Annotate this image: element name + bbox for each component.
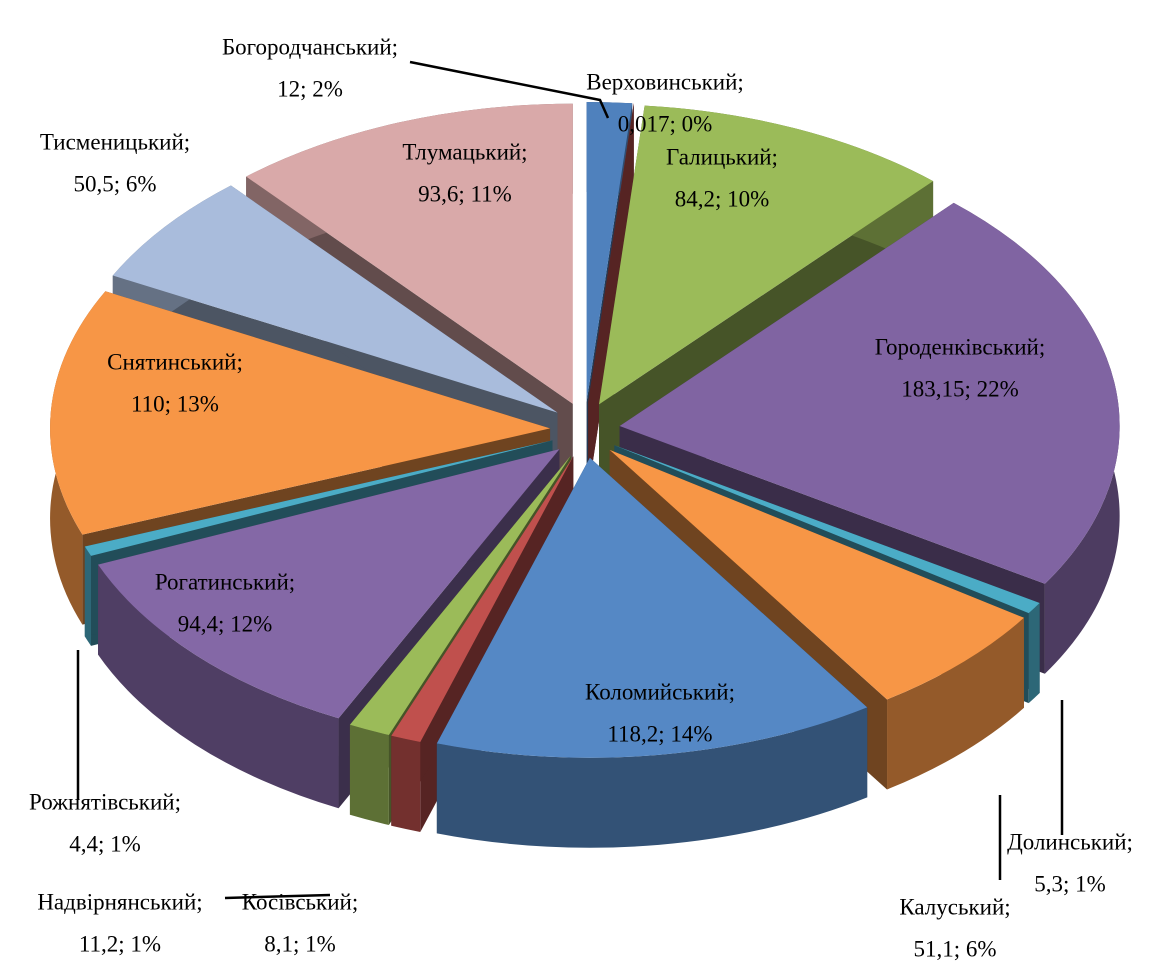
category-label: Верховинський;	[586, 69, 744, 94]
value-label: 8,1; 1%	[264, 931, 336, 956]
slice-side	[588, 103, 634, 493]
value-label: 11,2; 1%	[79, 931, 161, 956]
value-label: 93,6; 11%	[418, 181, 512, 206]
value-label: 110; 13%	[131, 391, 219, 416]
category-label: Косівський;	[242, 889, 358, 914]
slice-wall	[436, 707, 868, 848]
slice-wall	[887, 617, 1024, 790]
slice-wall	[84, 546, 92, 646]
category-label: Рожнятівський;	[29, 789, 181, 814]
value-label: 4,4; 1%	[69, 831, 141, 856]
slice	[436, 457, 868, 758]
slice	[614, 445, 1040, 614]
slice	[50, 291, 551, 535]
slice-wall	[98, 564, 339, 809]
slice-side	[391, 456, 574, 826]
category-label: Тлумацький;	[402, 139, 527, 164]
category-label: Калуський;	[899, 894, 1010, 919]
value-label: 118,2; 14%	[607, 721, 712, 746]
slice	[586, 102, 633, 403]
category-label: Снятинський;	[107, 349, 243, 374]
value-label: 50,5; 6%	[73, 171, 156, 196]
category-label: Галицький;	[666, 144, 778, 169]
slice	[349, 455, 571, 736]
category-label: Тисменицький;	[40, 129, 190, 154]
slice	[619, 202, 1120, 584]
category-label: Богородчанський;	[222, 34, 398, 59]
value-label: 0,017; 0%	[618, 111, 713, 136]
value-label: 5,3; 1%	[1034, 871, 1106, 896]
value-label: 94,4; 12%	[178, 611, 273, 636]
category-label: Надвірнянський;	[37, 889, 202, 914]
slice	[84, 440, 553, 556]
value-label: 12; 2%	[277, 76, 343, 101]
slice-wall	[349, 724, 389, 826]
leader-line	[224, 893, 331, 900]
value-label: 84,2; 10%	[675, 186, 770, 211]
slice	[112, 185, 558, 413]
value-label: 183,15; 22%	[901, 376, 1019, 401]
category-label: Коломийський;	[585, 679, 735, 704]
slice	[609, 449, 1024, 700]
value-label: 51,1; 6%	[913, 936, 996, 961]
slice	[391, 456, 574, 742]
pie	[50, 102, 1120, 848]
leader-line	[409, 60, 610, 119]
slice	[98, 449, 560, 719]
category-label: Долинський;	[1007, 829, 1133, 854]
labels: Богородчанський; 12; 2% Верховинський; 0,01…	[29, 34, 1133, 961]
slice	[246, 103, 573, 404]
slice	[599, 105, 934, 405]
slice-wall	[1028, 602, 1040, 704]
slice	[588, 103, 634, 403]
category-label: Городенківський;	[875, 334, 1046, 359]
leader-lines	[76, 60, 1064, 900]
category-label: Рогатинський;	[155, 569, 295, 594]
slice-wall	[391, 735, 421, 832]
